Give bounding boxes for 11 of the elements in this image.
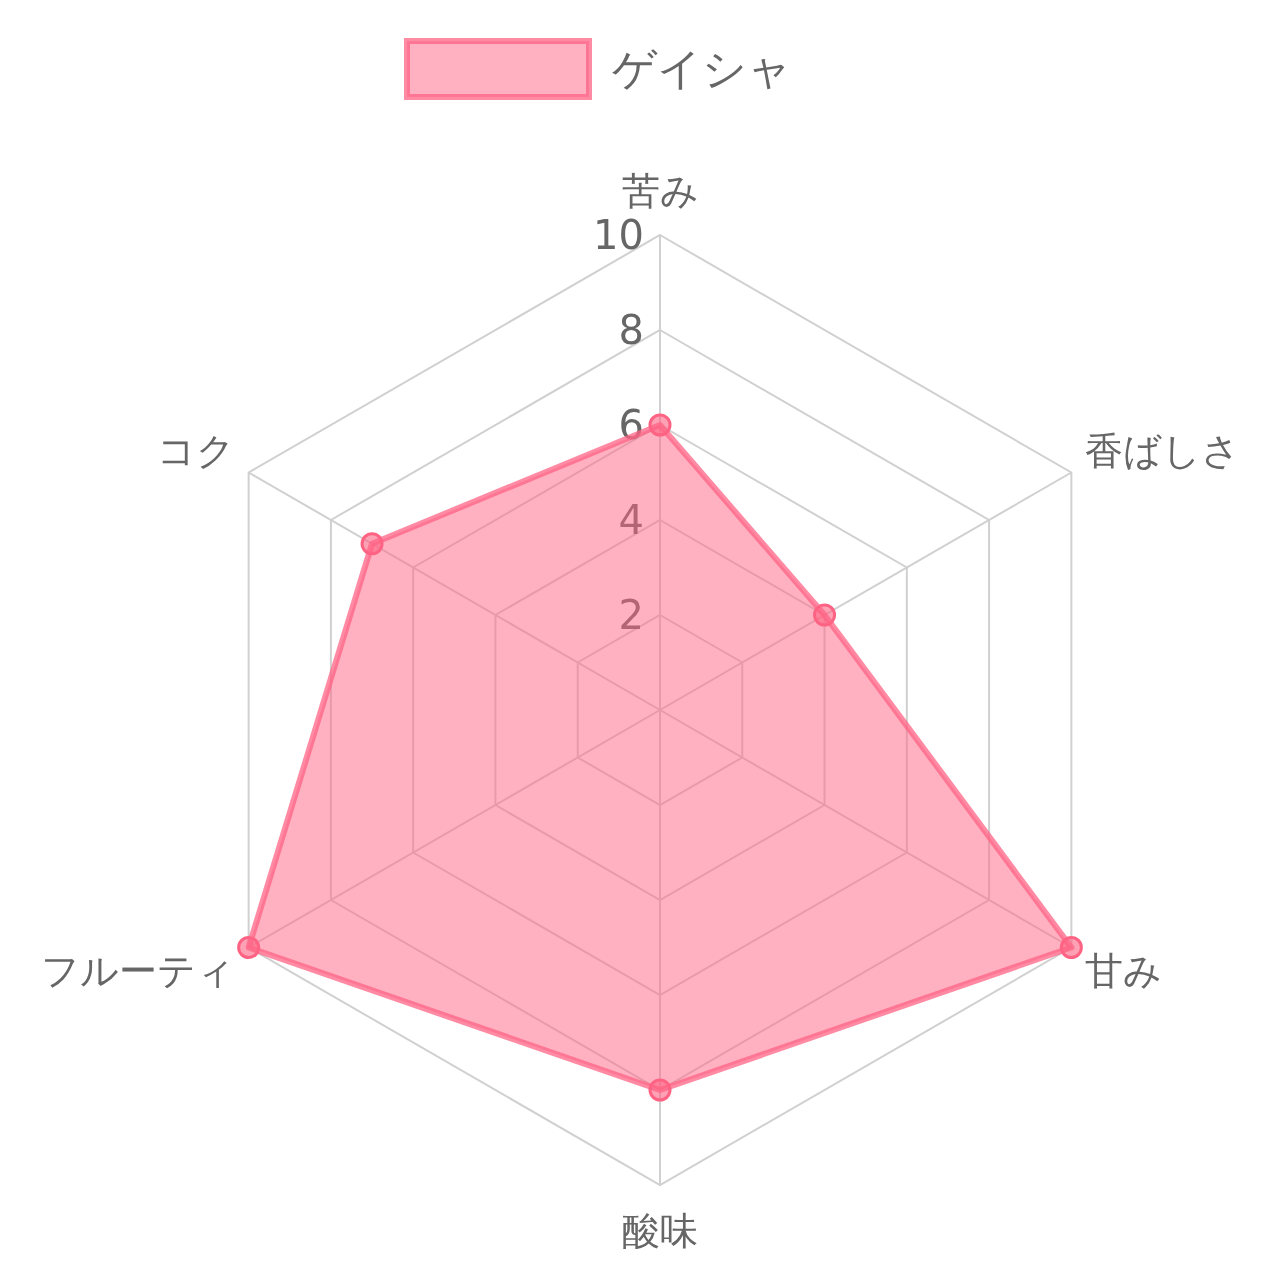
legend-label: ゲイシャ (612, 43, 792, 94)
spoke-label: 酸味 (622, 1209, 698, 1253)
spoke-label: 苦み (621, 169, 699, 213)
spoke-label: フルーティ (40, 949, 235, 993)
spoke-label: コク (156, 429, 235, 473)
y-tick-label: 8 (618, 307, 644, 353)
y-tick-label: 10 (593, 212, 644, 258)
spoke-label: 甘み (1085, 949, 1163, 993)
y-tick-label: 2 (618, 592, 644, 638)
y-tick-label: 4 (618, 497, 644, 543)
spoke-label: 香ばしさ (1085, 429, 1241, 473)
